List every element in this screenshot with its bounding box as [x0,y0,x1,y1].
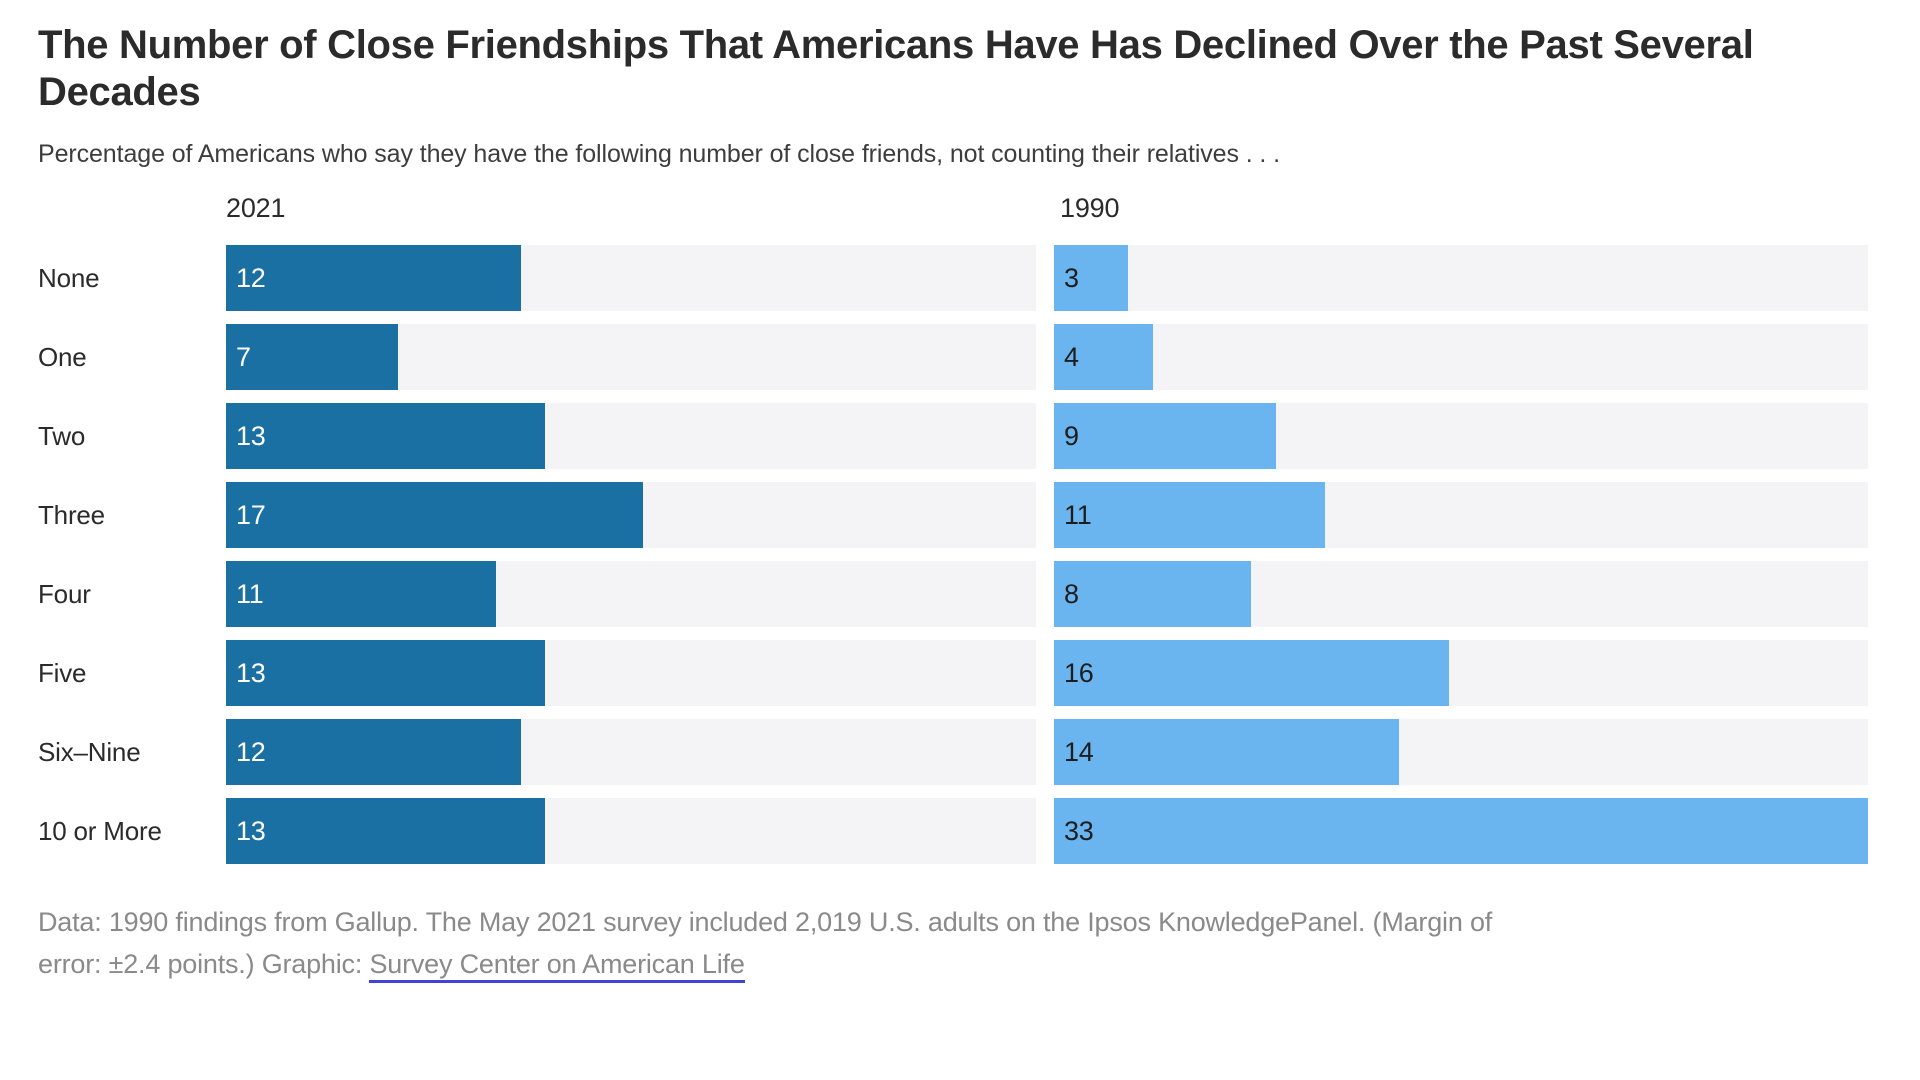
bar-track-1990: 16 [1054,640,1868,707]
bar-track-2021: 13 [226,798,1036,865]
bar-2021: 13 [226,798,546,865]
bar-track-1990: 11 [1054,482,1868,549]
bar-value-label: 4 [1064,341,1079,372]
bar-value-label: 13 [236,420,266,451]
row-tracks: 13 9 [226,403,1880,470]
row-tracks: 11 8 [226,561,1880,628]
chart-row: Three 17 11 [38,476,1880,554]
series-header-2021: 2021 [226,193,286,224]
bar-value-label: 3 [1064,262,1079,293]
series-column-headers: 2021 1990 [38,193,1880,233]
bar-2021: 7 [226,324,398,391]
row-label: Five [38,657,87,688]
bar-value-label: 9 [1064,420,1079,451]
chart-row: 10 or More 13 33 [38,792,1880,870]
bar-track-1990: 9 [1054,403,1868,470]
bar-value-label: 12 [236,262,266,293]
bar-value-label: 14 [1064,736,1094,767]
row-label: Four [38,578,91,609]
footnote-text: Data: 1990 findings from Gallup. The May… [38,907,1493,980]
bar-2021: 12 [226,719,521,786]
bar-track-2021: 12 [226,719,1036,786]
chart-row: None 12 3 [38,239,1880,317]
bar-track-2021: 13 [226,640,1036,707]
bar-1990: 3 [1054,245,1128,312]
bar-2021: 12 [226,245,521,312]
chart-rows: None 12 3 One 7 4 Two 13 9 Three 17 11 Four 11 8 Five 13… [38,239,1880,870]
bar-chart: 2021 1990 None 12 3 One 7 4 Two 13 9 Three 17 11 Fou… [0,193,1920,870]
bar-1990: 11 [1054,482,1326,549]
row-tracks: 12 3 [226,245,1880,312]
chart-row: Four 11 8 [38,555,1880,633]
bar-track-1990: 33 [1054,798,1868,865]
bar-track-1990: 8 [1054,561,1868,628]
bar-2021: 13 [226,640,546,707]
bar-value-label: 16 [1064,657,1094,688]
chart-row: Five 13 16 [38,634,1880,712]
chart-row: Two 13 9 [38,397,1880,475]
bar-track-2021: 7 [226,324,1036,391]
series-header-1990: 1990 [1060,193,1120,224]
bar-1990: 9 [1054,403,1276,470]
bar-value-label: 11 [236,578,264,609]
row-tracks: 13 33 [226,798,1880,865]
bar-2021: 13 [226,403,546,470]
chart-row: One 7 4 [38,318,1880,396]
bar-value-label: 7 [236,341,251,372]
bar-value-label: 12 [236,736,266,767]
row-label: 10 or More [38,815,162,846]
bar-track-2021: 12 [226,245,1036,312]
bar-track-1990: 4 [1054,324,1868,391]
bar-track-2021: 17 [226,482,1036,549]
row-tracks: 12 14 [226,719,1880,786]
row-label: None [38,262,100,293]
bar-1990: 33 [1054,798,1868,865]
bar-value-label: 13 [236,815,266,846]
bar-1990: 4 [1054,324,1153,391]
page-title: The Number of Close Friendships That Ame… [38,23,1754,115]
bar-1990: 16 [1054,640,1449,707]
row-tracks: 13 16 [226,640,1880,707]
bar-track-1990: 14 [1054,719,1868,786]
bar-value-label: 17 [236,499,266,530]
bar-value-label: 33 [1064,815,1094,846]
bar-1990: 14 [1054,719,1400,786]
bar-value-label: 13 [236,657,266,688]
row-label: Two [38,420,86,451]
row-label: Six–Nine [38,736,141,767]
bar-1990: 8 [1054,561,1252,628]
row-label: Three [38,499,105,530]
row-label: One [38,341,87,372]
bar-2021: 17 [226,482,644,549]
row-tracks: 17 11 [226,482,1880,549]
chart-row: Six–Nine 12 14 [38,713,1880,791]
bar-value-label: 11 [1064,499,1092,530]
chart-footnote: Data: 1990 findings from Gallup. The May… [0,902,1560,986]
bar-track-2021: 13 [226,403,1036,470]
source-link[interactable]: Survey Center on American Life [369,949,745,984]
bar-2021: 11 [226,561,496,628]
bar-track-2021: 11 [226,561,1036,628]
chart-header: The Number of Close Friendships That Ame… [0,0,1920,169]
chart-subtitle: Percentage of Americans who say they hav… [38,140,1280,169]
bar-track-1990: 3 [1054,245,1868,312]
bar-value-label: 8 [1064,578,1079,609]
